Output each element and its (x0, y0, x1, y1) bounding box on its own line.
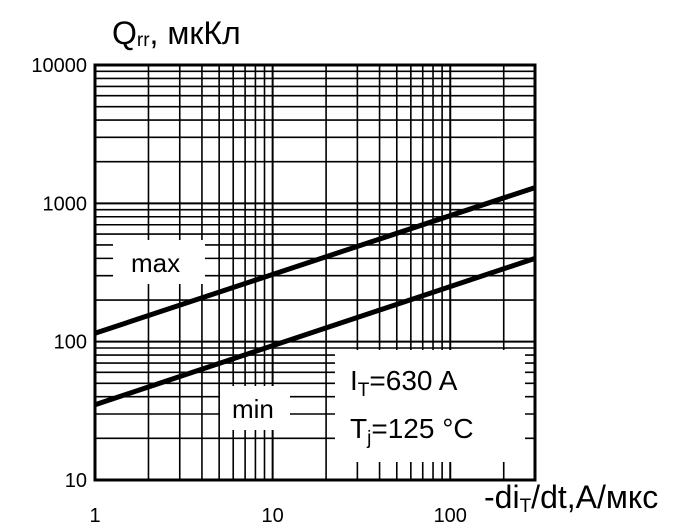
x-axis-title-main: -di (484, 479, 520, 515)
y-tick-label: 1000 (43, 193, 88, 215)
y-axis-title-rest: , мкКл (150, 15, 241, 51)
max-label-bg (113, 240, 205, 284)
y-axis-title-main: Q (112, 15, 137, 51)
y-tick-label: 10000 (31, 55, 87, 77)
series-line-min (94, 256, 536, 408)
series-label-min: min (232, 394, 274, 424)
annotation-temperature-main: T (350, 413, 367, 444)
series-lines (94, 185, 536, 408)
annotation-current-sub: T (358, 380, 370, 401)
x-axis-title: -diT/dt,А/мкс (484, 479, 658, 517)
y-axis-title: Qrr, мкКл (112, 15, 241, 51)
min-label-bg (220, 386, 290, 430)
x-tick-label: 100 (434, 505, 467, 527)
y-tick-label: 100 (54, 332, 87, 354)
x-tick-label: 10 (262, 505, 284, 527)
x-axis-title-sub: T (520, 496, 532, 517)
y-tick-label: 10 (65, 470, 87, 492)
x-axis-title-rest: /dt,А/мкс (531, 479, 658, 515)
annotation-temperature: Tj=125 °C (350, 413, 474, 449)
annotation-current-main: I (350, 365, 358, 396)
annotation-current: IT=630 A (350, 365, 458, 401)
plot-frame (93, 63, 537, 482)
annotation-current-rest: =630 A (369, 365, 457, 396)
series-label-max: max (131, 248, 180, 278)
conditions-bg (335, 350, 525, 462)
annotation-temperature-rest: =125 °C (371, 413, 473, 444)
y-axis-title-sub: rr (137, 30, 150, 51)
annotation-temperature-sub: j (366, 428, 371, 449)
series-line-max (94, 185, 536, 336)
x-tick-label: 1 (89, 505, 100, 527)
